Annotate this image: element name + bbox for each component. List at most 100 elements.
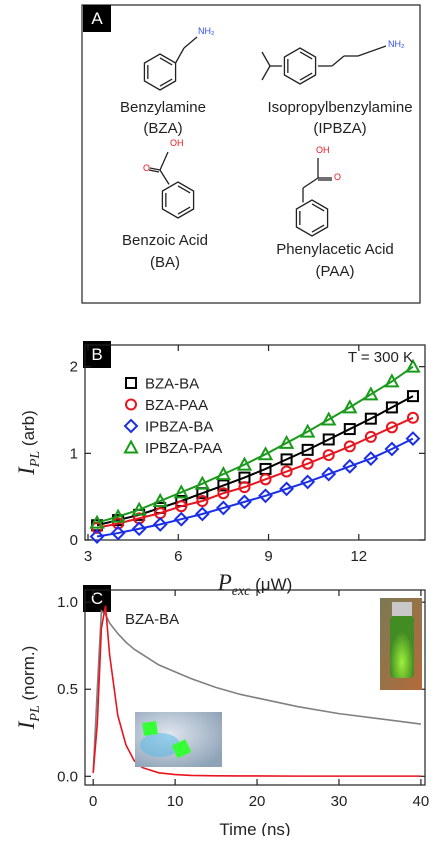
series-line [96,437,414,538]
marker [217,479,230,492]
marker [343,423,356,436]
series-line [96,395,414,527]
marker [299,423,316,438]
legend-marker [123,439,139,454]
bond [357,45,387,57]
marker [215,500,231,516]
bond [261,51,271,67]
marker [280,453,293,466]
ring-bond [177,206,191,215]
axis-label-subscript: exc [232,584,251,599]
axis-label-symbol: P [217,570,232,595]
group-label: O [334,172,341,182]
marker [175,500,188,513]
molecule-abbr: (IPBZA) [313,120,366,137]
legend-label: IPBZA-PAA [145,440,222,457]
marker [322,433,335,446]
marker [364,430,377,443]
panel-label: B [91,345,102,364]
y-tick-label: 1 [70,445,78,462]
marker [321,466,337,482]
structures [143,36,387,237]
ring [283,47,317,85]
marker [363,451,379,466]
marker [217,487,230,500]
y-tick-label: 1.0 [57,594,78,611]
marker [279,481,295,497]
bond [183,36,198,49]
y-tick-label: 0.5 [57,681,78,698]
panel-label: C [91,589,103,608]
axis-label: Pexc (μW) [217,570,293,599]
ring-bond [159,57,173,66]
marker [406,390,419,403]
bond [302,177,319,189]
marker [364,412,377,425]
group-label: OH [316,145,330,155]
marker [257,446,274,461]
group-label: O [143,163,150,173]
x-tick-label: 30 [331,793,348,810]
molecule-abbr: (BZA) [143,120,182,137]
vial-photo [380,598,422,690]
axis-label-subscript: PL [28,705,43,723]
bond [159,151,169,171]
y-tick-label: 2 [70,359,78,376]
x-tick-label: 20 [249,793,266,810]
ring-bond [177,185,191,194]
legend-label: BZA-PAA [145,397,208,414]
annotation: T = 300 K [348,349,413,366]
ring [143,53,177,91]
marker [405,358,421,373]
x-tick-label: 12 [350,548,367,565]
marker [322,449,335,462]
marker [406,411,419,424]
marker [384,441,400,457]
ring [295,199,329,237]
marker [194,506,210,522]
marker [278,434,295,449]
axis-label-unit: (μW) [250,575,292,594]
bond [331,55,345,67]
marker [112,517,125,530]
bond [148,169,160,173]
group-label: OH [170,138,184,148]
marker [301,457,314,470]
marker [342,399,358,414]
marker [405,431,421,447]
marker [280,465,293,478]
ring-bond [299,72,313,81]
marker [342,458,358,474]
legend-label: BZA-BA [145,376,199,393]
legend-label: IPBZA-BA [145,419,213,436]
molecule-name: Isopropylbenzylamine [267,99,412,116]
ring [161,181,195,219]
molecule-name: Phenylacetic Acid [276,241,394,258]
marker [301,443,314,456]
marker [237,494,252,510]
marker [131,521,147,537]
marker [152,516,168,532]
molecule-name: Benzylamine [120,99,206,116]
x-tick-label: 40 [413,793,430,810]
y-tick-label: 0 [70,532,78,549]
marker [89,514,105,529]
bond [175,47,185,64]
marker [384,373,400,388]
marker [173,511,189,527]
marker [89,529,105,544]
axis-label: IPL (norm.) [14,646,43,731]
ring-bond [311,224,325,233]
series-line [96,365,414,524]
bond [149,167,161,171]
marker [300,474,316,490]
plot-frame [84,344,426,541]
group-label: NH₂ [198,26,215,36]
bond [261,65,271,81]
annotation: BZA-BA [125,611,179,628]
x-tick-label: 3 [84,548,92,565]
y-tick-label: 0.0 [57,768,78,785]
axis-label: Time (ns) [219,820,290,836]
marker [238,481,251,494]
